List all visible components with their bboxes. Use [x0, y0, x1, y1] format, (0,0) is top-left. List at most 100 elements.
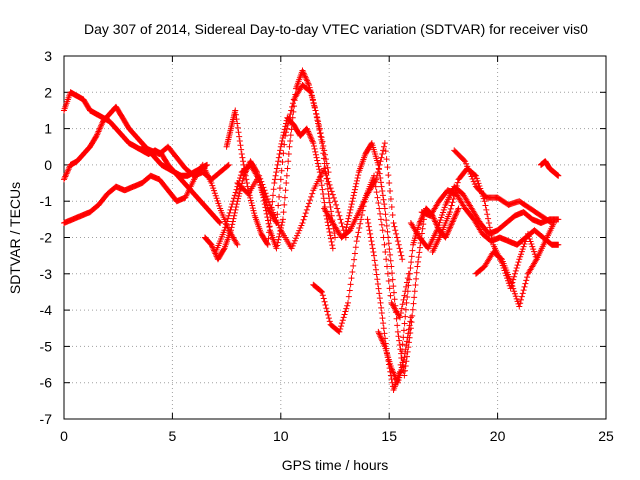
data-point-marker — [395, 333, 402, 340]
data-point-marker — [215, 218, 222, 225]
data-point-marker — [312, 107, 319, 114]
data-point-marker — [403, 358, 410, 365]
data-point-marker — [465, 165, 472, 172]
data-point-marker — [338, 219, 345, 226]
data-point-marker — [96, 125, 103, 132]
data-point-marker — [324, 308, 331, 315]
data-point-marker — [329, 242, 336, 249]
data-point-marker — [266, 223, 273, 230]
data-point-marker — [324, 185, 331, 192]
data-point-marker — [289, 103, 296, 110]
data-point-marker — [313, 154, 320, 161]
data-point-marker — [351, 250, 358, 257]
data-point-marker — [329, 245, 336, 252]
data-point-marker — [276, 185, 283, 192]
data-point-marker — [314, 160, 321, 167]
data-point-marker — [224, 162, 231, 169]
data-point-marker — [399, 341, 406, 348]
data-point-marker — [381, 341, 388, 348]
data-point-marker — [518, 251, 525, 258]
data-point-marker — [416, 244, 423, 251]
data-point-marker — [517, 253, 524, 260]
data-point-marker — [449, 199, 456, 206]
data-point-marker — [259, 181, 266, 188]
data-point-marker — [287, 132, 294, 139]
data-point-marker — [398, 348, 405, 355]
data-point-marker — [279, 158, 286, 165]
data-point-marker — [346, 209, 353, 216]
data-point-marker — [304, 203, 311, 210]
data-point-marker — [248, 200, 255, 207]
data-point-marker — [513, 295, 520, 302]
data-point-marker — [409, 247, 416, 254]
data-point-marker — [233, 240, 240, 247]
y-tick-label: -5 — [40, 338, 53, 354]
data-point-marker — [405, 326, 412, 333]
data-point-marker — [383, 156, 390, 163]
data-point-marker — [473, 175, 480, 182]
data-point-marker — [327, 204, 334, 211]
data-point-marker — [486, 224, 493, 231]
data-point-marker — [238, 151, 245, 158]
data-point-marker — [327, 232, 334, 239]
data-point-marker — [247, 197, 254, 204]
data-point-marker — [305, 128, 312, 135]
data-point-marker — [235, 129, 242, 136]
data-point-marker — [276, 151, 283, 158]
data-point-marker — [403, 299, 410, 306]
data-point-marker — [385, 234, 392, 241]
data-point-marker — [274, 161, 281, 168]
data-point-marker — [447, 224, 454, 231]
data-point-marker — [368, 141, 375, 148]
data-point-marker — [399, 256, 406, 263]
data-point-marker — [395, 377, 402, 384]
x-tick-label: 10 — [273, 428, 289, 444]
data-point-marker — [488, 233, 495, 240]
data-point-marker — [272, 214, 279, 221]
data-point-marker — [230, 215, 237, 222]
data-point-marker — [388, 263, 395, 270]
data-point-marker — [381, 205, 388, 212]
data-point-marker — [533, 256, 540, 263]
data-point-marker — [522, 280, 529, 287]
data-point-marker — [349, 195, 356, 202]
data-point-marker — [227, 227, 234, 234]
data-point-marker — [224, 215, 231, 222]
data-point-marker — [310, 100, 317, 107]
data-point-marker — [390, 369, 397, 376]
data-point-marker — [353, 177, 360, 184]
data-point-marker — [548, 219, 555, 226]
data-point-marker — [398, 252, 405, 259]
y-tick-label: -6 — [40, 375, 53, 391]
data-point-marker — [325, 315, 332, 322]
data-point-marker — [94, 131, 101, 138]
data-point-marker — [345, 293, 352, 300]
data-point-marker — [390, 289, 397, 296]
data-point-marker — [236, 133, 243, 140]
data-point-marker — [388, 365, 395, 372]
data-point-marker — [379, 227, 386, 234]
data-point-marker — [237, 174, 244, 181]
data-point-marker — [321, 147, 328, 154]
data-point-marker — [217, 219, 224, 226]
data-point-marker — [376, 205, 383, 212]
data-point-marker — [384, 270, 391, 277]
data-point-marker — [433, 227, 440, 234]
data-point-marker — [350, 192, 357, 199]
data-point-marker — [281, 141, 288, 148]
data-point-marker — [420, 221, 427, 228]
data-point-marker — [398, 366, 405, 373]
data-point-marker — [65, 166, 72, 173]
data-point-marker — [305, 129, 312, 136]
data-point-marker — [266, 201, 273, 208]
data-point-marker — [265, 198, 272, 205]
data-point-marker — [485, 215, 492, 222]
data-point-marker — [300, 216, 307, 223]
data-point-marker — [400, 359, 407, 366]
data-point-marker — [346, 287, 353, 294]
data-point-marker — [376, 295, 383, 302]
data-point-marker — [307, 132, 314, 139]
data-point-marker — [342, 308, 349, 315]
data-point-marker — [249, 202, 256, 209]
data-point-marker — [411, 294, 418, 301]
